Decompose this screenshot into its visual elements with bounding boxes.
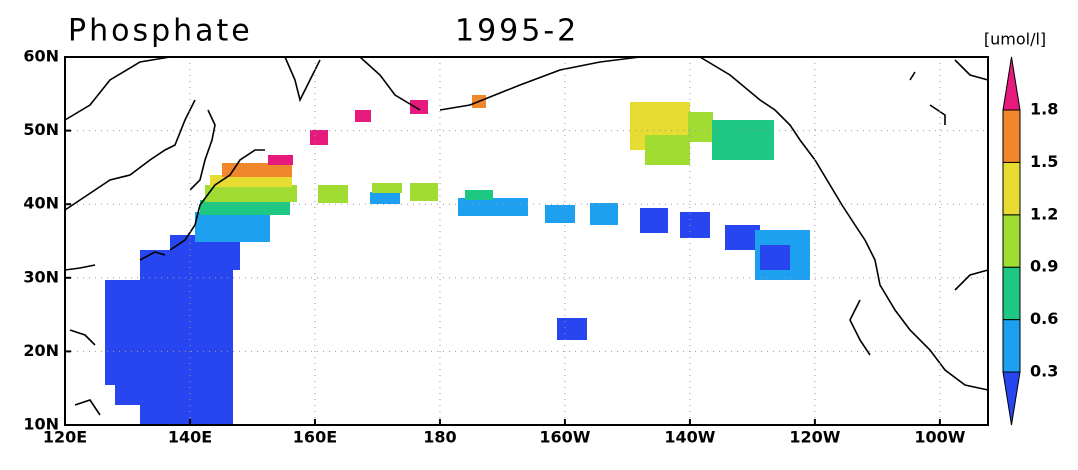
y-tick-label: 20N: [23, 341, 59, 360]
map-subtitle: 1995-2: [455, 14, 579, 49]
x-tick-label: 160W: [539, 428, 590, 447]
colorbar-extend: [1002, 371, 1021, 426]
map-title: Phosphate: [68, 14, 253, 49]
unit-label: [umol/l]: [984, 30, 1046, 49]
colorbar-label: 0.6: [1030, 309, 1058, 328]
x-tick-label: 140E: [168, 428, 212, 447]
colorbar-segment: [1002, 214, 1021, 268]
map-frame: [64, 56, 989, 426]
x-tick-label: 160E: [293, 428, 337, 447]
colorbar-label: 1.5: [1030, 152, 1058, 171]
y-tick-label: 40N: [23, 194, 59, 213]
colorbar-segment: [1002, 109, 1021, 163]
y-tick-label: 60N: [23, 47, 59, 66]
colorbar-label: 0.3: [1030, 362, 1058, 381]
colorbar-label: 0.9: [1030, 257, 1058, 276]
y-tick-label: 50N: [23, 120, 59, 139]
x-tick-label: 120E: [43, 428, 87, 447]
y-tick-label: 30N: [23, 267, 59, 286]
x-tick-label: 120W: [789, 428, 840, 447]
colorbar-extend: [1002, 56, 1021, 111]
colorbar-segment: [1002, 319, 1021, 373]
x-tick-label: 180: [423, 428, 456, 447]
colorbar-segment: [1002, 266, 1021, 321]
data-field: [105, 95, 810, 425]
colorbar-segment: [1002, 161, 1021, 216]
y-tick-label: 10N: [23, 415, 59, 434]
x-tick-label: 100W: [914, 428, 965, 447]
colorbar-label: 1.8: [1030, 100, 1058, 119]
coastlines: [64, 56, 989, 416]
x-tick-label: 140W: [664, 428, 715, 447]
colorbar-label: 1.2: [1030, 204, 1058, 223]
